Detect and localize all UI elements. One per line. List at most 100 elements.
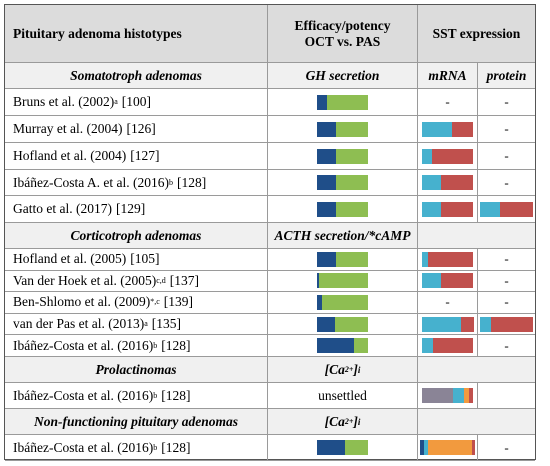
study-reference: [139] <box>163 294 194 310</box>
efficacy-bar-segment <box>316 338 354 354</box>
mrna-bar <box>421 148 474 164</box>
mrna-bar-segment <box>431 148 474 164</box>
mrna-bar-segment <box>452 388 465 403</box>
study-cell: Hofland et al. (2004) [127] <box>5 143 268 169</box>
mrna-bar-segment <box>471 440 475 455</box>
efficacy-bar-segment <box>316 294 322 310</box>
mrna-bar-segment <box>421 316 461 332</box>
mrna-bar-segment <box>469 388 474 403</box>
mrna-bar-segment <box>441 201 474 217</box>
mrna-bar-segment <box>420 440 424 455</box>
header-sst-expression: SST expression <box>432 25 521 41</box>
protein-cell: - <box>478 271 535 292</box>
efficacy-cell <box>268 143 418 169</box>
efficacy-bar-segment <box>316 201 337 217</box>
study-reference: [128] <box>176 174 207 190</box>
mrna-bar-segment <box>421 121 452 137</box>
study-author: Hofland et al. (2005) <box>13 251 127 267</box>
study-author: Ibáñez-Costa et al. (2016) <box>13 337 154 353</box>
section-measure: ACTH secretion/*cAMP <box>268 223 418 248</box>
protein-cell: - <box>478 249 535 270</box>
efficacy-bar <box>316 273 369 289</box>
study-cell: Ibáñez-Costa et al. (2016) b [128] <box>5 435 268 460</box>
efficacy-bar-segment <box>353 338 369 354</box>
protein-cell: - <box>478 435 535 460</box>
study-author: Hofland et al. (2004) <box>13 148 127 163</box>
table-row: Gatto et al. (2017) [129] <box>5 196 535 223</box>
ca-label: [Ca <box>324 361 345 377</box>
mrna-bar-segment <box>421 251 428 267</box>
study-cell: Ibáñez-Costa et al. (2016) b [128] <box>5 335 268 356</box>
efficacy-cell <box>268 435 418 460</box>
study-reference: [135] <box>151 316 182 332</box>
mrna-bar-segment <box>421 338 433 354</box>
table-row: Bruns et al. (2002) a [100] - - <box>5 89 535 116</box>
protein-cell <box>478 196 535 222</box>
section-title: Non-functioning pituitary adenomas <box>5 409 268 434</box>
table-row: Ibáñez-Costa et al. (2016) b [128] unsettle… <box>5 383 535 409</box>
mrna-text: - <box>445 94 450 109</box>
study-cell: Ben-Shlomo et al. (2009) *,c [139] <box>5 292 268 313</box>
efficacy-bar <box>316 251 369 267</box>
header-efficacy-line1: Efficacy/potency <box>294 17 391 33</box>
section-title: Corticotroph adenomas <box>5 223 268 248</box>
mrna-bar-segment <box>464 388 470 403</box>
mrna-bar-segment <box>441 175 474 190</box>
protein-text: - <box>504 337 509 353</box>
study-reference: [100] <box>121 94 152 109</box>
study-cell: Murray et al. (2004) [126] <box>5 116 268 142</box>
study-cell: Van der Hoek et al. (2005) c,d [137] <box>5 270 268 292</box>
section-title: Prolactinomas <box>5 357 268 382</box>
study-cell: Hofland et al. (2005) [105] <box>5 249 268 270</box>
efficacy-bar <box>316 316 369 332</box>
section-title: Somatotroph adenomas <box>5 63 268 88</box>
efficacy-bar-segment <box>336 251 369 267</box>
table-row: Murray et al. (2004) [126] - <box>5 116 535 143</box>
mrna-cell <box>418 313 478 335</box>
header-efficacy: Efficacy/potency OCT vs. PAS <box>268 5 418 62</box>
efficacy-cell <box>268 116 418 142</box>
efficacy-bar-segment <box>316 148 337 164</box>
section-measure: GH secretion <box>268 63 418 88</box>
mrna-bar-segment <box>421 148 432 164</box>
mrna-cell <box>418 170 478 195</box>
protein-bar <box>480 316 533 332</box>
mrna-cell <box>418 335 478 356</box>
ca-sub: i <box>357 364 361 375</box>
efficacy-bar-segment <box>319 273 369 289</box>
study-reference: [127] <box>130 148 160 163</box>
study-reference: [128] <box>161 387 191 403</box>
protein-cell: - <box>478 116 535 142</box>
efficacy-cell <box>268 292 418 313</box>
study-author: van der Pas et al. (2013) <box>13 316 145 332</box>
efficacy-text: unsettled <box>318 387 367 403</box>
efficacy-bar <box>316 94 369 110</box>
protein-text: - <box>504 294 509 310</box>
mrna-cell: - <box>418 89 478 115</box>
study-reference: [105] <box>130 251 160 267</box>
efficacy-cell <box>268 249 418 270</box>
mrna-bar-segment <box>427 251 474 267</box>
section-corticotroph: Corticotroph adenomas ACTH secretion/*cA… <box>5 223 535 249</box>
protein-text: - <box>504 439 509 455</box>
mrna-cell <box>418 116 478 142</box>
efficacy-bar-segment <box>316 273 320 289</box>
protein-text: - <box>504 272 509 288</box>
mrna-cell <box>418 249 478 270</box>
mrna-bar-segment <box>451 121 474 137</box>
protein-cell: - <box>478 170 535 195</box>
efficacy-bar <box>316 121 369 137</box>
efficacy-bar-segment <box>345 440 369 455</box>
mrna-cell <box>418 435 478 460</box>
section-somatotroph: Somatotroph adenomas GH secretion mRNA p… <box>5 63 535 89</box>
histotype-table: Pituitary adenoma histotypes Efficacy/po… <box>4 4 536 461</box>
mrna-bar-segment <box>421 273 442 289</box>
header-histotypes: Pituitary adenoma histotypes <box>5 5 268 62</box>
protein-text: - <box>504 148 509 163</box>
table-row: Ben-Shlomo et al. (2009) *,c [139] - - <box>5 292 535 314</box>
study-reference: [126] <box>126 121 156 136</box>
study-author: Ben-Shlomo et al. (2009) <box>13 294 151 310</box>
study-cell: Ibáñez-Costa A. et al. (2016) b [128] <box>5 170 268 195</box>
mrna-bar-segment <box>423 440 428 455</box>
study-author: Ibáñez-Costa et al. (2016) <box>13 439 154 455</box>
